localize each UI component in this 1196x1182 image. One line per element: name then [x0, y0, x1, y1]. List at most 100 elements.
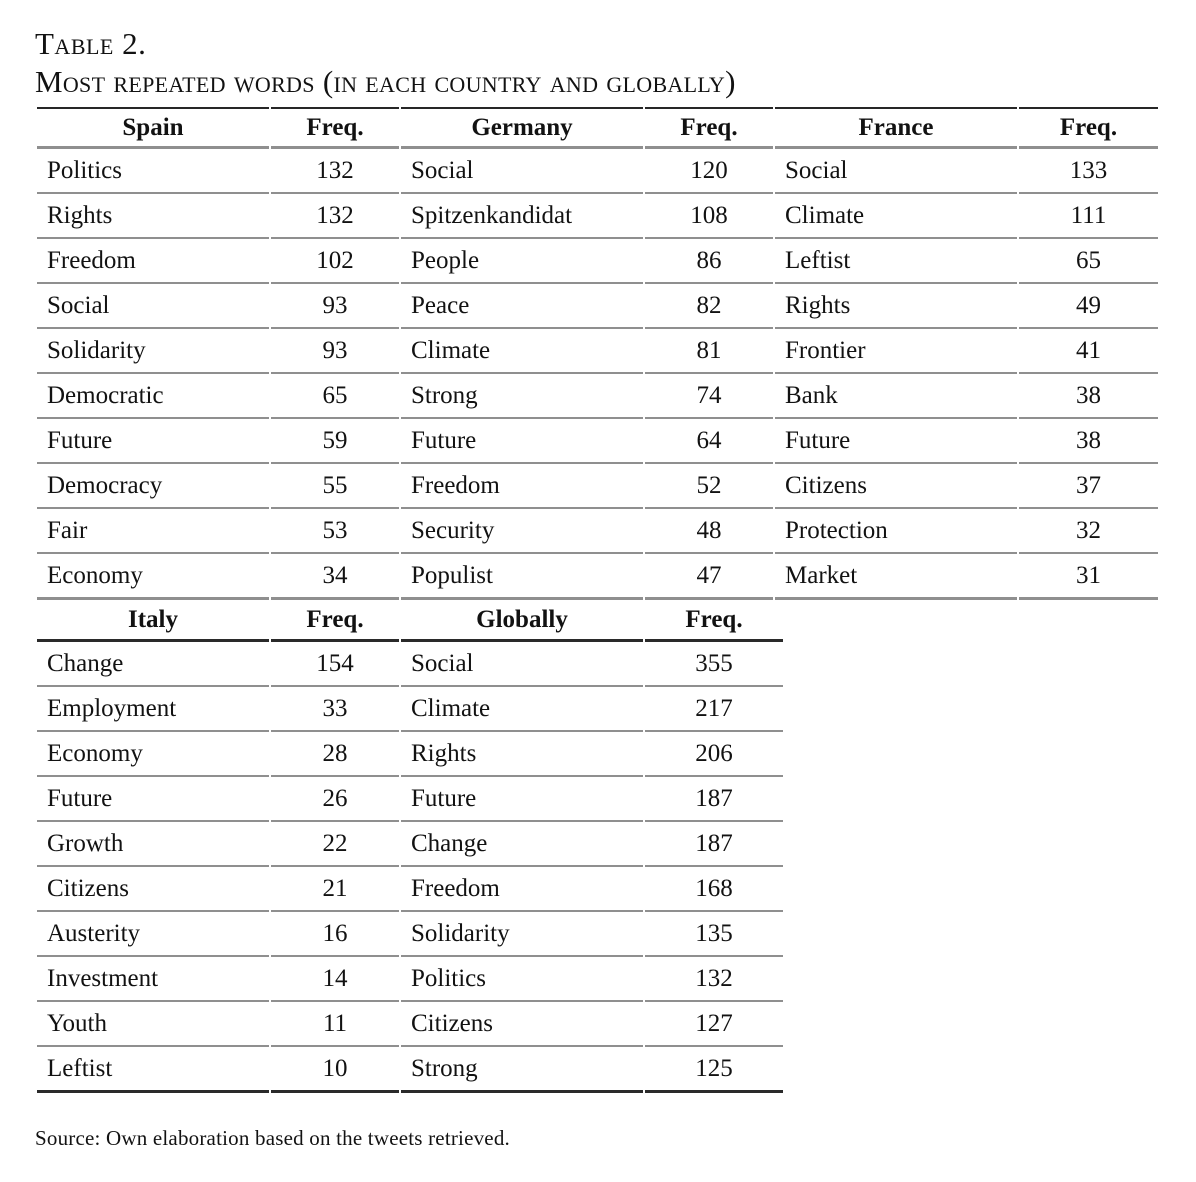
- freq-cell: 10: [271, 1047, 399, 1093]
- freq-cell: 33: [271, 687, 399, 732]
- freq-cell: 11: [271, 1002, 399, 1047]
- freq-cell: 82: [645, 284, 773, 329]
- word-cell: Rights: [37, 194, 269, 239]
- word-cell: Social: [401, 149, 643, 194]
- table-row: Economy 28 Rights 206: [37, 732, 783, 777]
- table-row: Change 154 Social 355: [37, 642, 783, 687]
- col-header-germany-freq: Freq.: [645, 107, 773, 149]
- word-cell: Rights: [401, 732, 643, 777]
- bottom-table-body: Change 154 Social 355 Employment 33 Climate 217…: [37, 642, 783, 1093]
- freq-cell: 132: [271, 194, 399, 239]
- table-row: Leftist 10 Strong 125: [37, 1047, 783, 1093]
- table-row: Youth 11 Citizens 127: [37, 1002, 783, 1047]
- table-row: Solidarity 93 Climate 81 Frontier 41: [37, 329, 1158, 374]
- freq-cell: 59: [271, 419, 399, 464]
- freq-cell: 125: [645, 1047, 783, 1093]
- word-cell: Growth: [37, 822, 269, 867]
- freq-cell: 48: [645, 509, 773, 554]
- word-cell: Future: [775, 419, 1017, 464]
- freq-cell: 132: [645, 957, 783, 1002]
- freq-cell: 74: [645, 374, 773, 419]
- table-row: Growth 22 Change 187: [37, 822, 783, 867]
- freq-cell: 38: [1019, 374, 1158, 419]
- top-header-row: Spain Freq. Germany Freq. France Freq.: [37, 107, 1158, 149]
- word-cell: Market: [775, 554, 1017, 600]
- word-cell: Protection: [775, 509, 1017, 554]
- word-cell: Change: [37, 642, 269, 687]
- table-row: Austerity 16 Solidarity 135: [37, 912, 783, 957]
- freq-cell: 93: [271, 284, 399, 329]
- freq-cell: 102: [271, 239, 399, 284]
- freq-cell: 81: [645, 329, 773, 374]
- table-row: Economy 34 Populist 47 Market 31: [37, 554, 1158, 600]
- word-cell: Freedom: [37, 239, 269, 284]
- freq-cell: 37: [1019, 464, 1158, 509]
- col-header-italy: Italy: [37, 600, 269, 642]
- freq-cell: 53: [271, 509, 399, 554]
- table-caption-number: Table 2.: [35, 26, 147, 61]
- freq-cell: 65: [1019, 239, 1158, 284]
- word-cell: Frontier: [775, 329, 1017, 374]
- word-cell: Climate: [401, 687, 643, 732]
- table-row: Politics 132 Social 120 Social 133: [37, 149, 1158, 194]
- word-cell: Freedom: [401, 867, 643, 912]
- top-table-body: Politics 132 Social 120 Social 133 Rights 132 Sp…: [37, 149, 1158, 600]
- word-cell: Future: [37, 419, 269, 464]
- word-cell: Social: [775, 149, 1017, 194]
- word-cell: Solidarity: [37, 329, 269, 374]
- freq-cell: 32: [1019, 509, 1158, 554]
- col-header-spain-freq: Freq.: [271, 107, 399, 149]
- word-cell: Politics: [37, 149, 269, 194]
- table-row: Future 26 Future 187: [37, 777, 783, 822]
- word-cell: Solidarity: [401, 912, 643, 957]
- freq-cell: 206: [645, 732, 783, 777]
- table-row: Fair 53 Security 48 Protection 32: [37, 509, 1158, 554]
- bottom-countries-table: Italy Freq. Globally Freq. Change 154 Soci…: [35, 600, 785, 1093]
- freq-cell: 187: [645, 822, 783, 867]
- word-cell: Social: [401, 642, 643, 687]
- freq-cell: 16: [271, 912, 399, 957]
- col-header-globally: Globally: [401, 600, 643, 642]
- table-row: Rights 132 Spitzenkandidat 108 Climate 111: [37, 194, 1158, 239]
- freq-cell: 120: [645, 149, 773, 194]
- word-cell: Security: [401, 509, 643, 554]
- freq-cell: 65: [271, 374, 399, 419]
- freq-cell: 34: [271, 554, 399, 600]
- freq-cell: 135: [645, 912, 783, 957]
- freq-cell: 41: [1019, 329, 1158, 374]
- word-cell: Spitzenkandidat: [401, 194, 643, 239]
- table-row: Democracy 55 Freedom 52 Citizens 37: [37, 464, 1158, 509]
- table-row: Democratic 65 Strong 74 Bank 38: [37, 374, 1158, 419]
- bottom-header-row: Italy Freq. Globally Freq.: [37, 600, 783, 642]
- freq-cell: 38: [1019, 419, 1158, 464]
- word-cell: Employment: [37, 687, 269, 732]
- bottom-table-header: Italy Freq. Globally Freq.: [37, 600, 783, 642]
- col-header-france-freq: Freq.: [1019, 107, 1158, 149]
- col-header-germany: Germany: [401, 107, 643, 149]
- word-cell: Politics: [401, 957, 643, 1002]
- freq-cell: 55: [271, 464, 399, 509]
- table-row: Future 59 Future 64 Future 38: [37, 419, 1158, 464]
- freq-cell: 22: [271, 822, 399, 867]
- word-cell: Leftist: [775, 239, 1017, 284]
- word-cell: Peace: [401, 284, 643, 329]
- word-cell: Future: [37, 777, 269, 822]
- freq-cell: 133: [1019, 149, 1158, 194]
- freq-cell: 154: [271, 642, 399, 687]
- word-cell: Strong: [401, 374, 643, 419]
- word-cell: Youth: [37, 1002, 269, 1047]
- col-header-globally-freq: Freq.: [645, 600, 783, 642]
- table-row: Investment 14 Politics 132: [37, 957, 783, 1002]
- freq-cell: 127: [645, 1002, 783, 1047]
- freq-cell: 111: [1019, 194, 1158, 239]
- word-cell: Fair: [37, 509, 269, 554]
- top-table-header: Spain Freq. Germany Freq. France Freq.: [37, 107, 1158, 149]
- table-row: Social 93 Peace 82 Rights 49: [37, 284, 1158, 329]
- word-cell: Climate: [775, 194, 1017, 239]
- freq-cell: 355: [645, 642, 783, 687]
- document-page: Table 2. Most repeated words (in each co…: [35, 26, 1160, 1150]
- freq-cell: 52: [645, 464, 773, 509]
- freq-cell: 64: [645, 419, 773, 464]
- top-countries-table: Spain Freq. Germany Freq. France Freq. P…: [35, 107, 1160, 600]
- word-cell: Citizens: [401, 1002, 643, 1047]
